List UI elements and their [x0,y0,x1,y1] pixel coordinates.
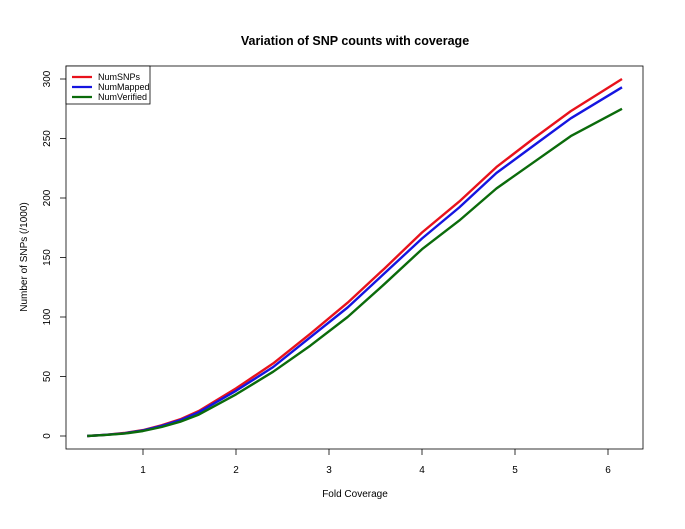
y-tick-label: 150 [42,249,53,266]
plot-frame [65,65,644,450]
y-tick-label: 100 [42,308,53,325]
chart-title: Variation of SNP counts with coverage [241,34,469,48]
series-line-numverified [87,107,623,438]
x-tick-label: 5 [512,465,518,476]
x-axis-label: Fold Coverage [322,489,388,500]
data-lines [87,77,623,438]
x-tick-label: 1 [140,465,146,476]
y-tick-label: 300 [42,70,53,87]
x-tick-label: 2 [233,465,239,476]
x-tick-label: 3 [326,465,332,476]
legend-label: NumMapped [98,82,150,92]
y-axis: 0 50 100 150 200 250 300 [42,70,66,439]
y-tick-label: 200 [42,189,53,206]
y-tick-label: 0 [42,433,53,439]
series-line-nummapped [87,86,623,438]
series-line-numsnps [87,77,623,438]
y-axis-label: Number of SNPs (/1000) [19,202,30,312]
legend-label: NumVerified [98,92,147,102]
y-tick-label: 50 [42,371,53,383]
x-tick-label: 6 [605,465,611,476]
x-axis: 1 2 3 4 5 6 [140,449,611,476]
y-tick-label: 250 [42,130,53,147]
x-tick-label: 4 [419,465,425,476]
legend-label: NumSNPs [98,72,141,82]
